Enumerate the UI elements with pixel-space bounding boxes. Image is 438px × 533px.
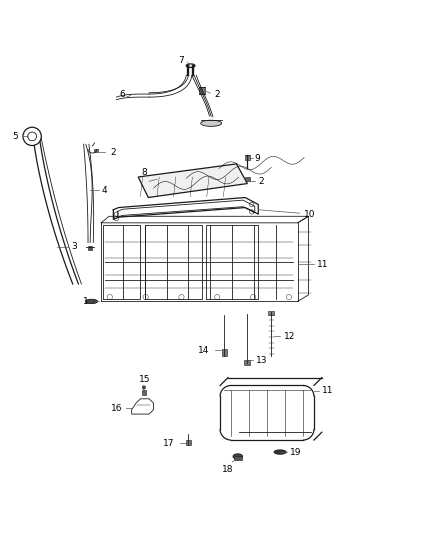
- Ellipse shape: [85, 299, 98, 304]
- Text: 19: 19: [290, 448, 301, 457]
- Bar: [245, 156, 250, 160]
- Polygon shape: [138, 164, 247, 198]
- Ellipse shape: [201, 120, 222, 126]
- Text: 3: 3: [71, 243, 77, 252]
- Text: 11: 11: [317, 260, 329, 269]
- Ellipse shape: [274, 450, 286, 454]
- Text: 13: 13: [256, 356, 268, 365]
- Bar: [199, 87, 205, 94]
- Bar: [142, 390, 146, 395]
- Text: 1: 1: [83, 297, 89, 306]
- Text: 15: 15: [139, 375, 151, 384]
- Text: 2: 2: [111, 148, 117, 157]
- Text: 5: 5: [12, 132, 18, 141]
- Text: 11: 11: [321, 386, 333, 395]
- Text: 9: 9: [255, 154, 261, 163]
- Circle shape: [142, 386, 146, 389]
- Text: 4: 4: [102, 185, 108, 195]
- Bar: [245, 177, 250, 181]
- Bar: [234, 456, 242, 461]
- Bar: [244, 360, 251, 365]
- Text: 8: 8: [141, 168, 147, 177]
- Text: 2: 2: [215, 91, 220, 100]
- Bar: [268, 311, 275, 316]
- Ellipse shape: [233, 454, 243, 459]
- Text: 10: 10: [304, 211, 316, 220]
- Text: 6: 6: [120, 90, 125, 99]
- Text: 17: 17: [163, 439, 174, 448]
- Bar: [222, 350, 227, 356]
- Text: 16: 16: [110, 404, 122, 413]
- Bar: [88, 246, 92, 251]
- Text: 2: 2: [258, 177, 264, 186]
- Text: 7: 7: [178, 56, 184, 65]
- Bar: [186, 440, 191, 445]
- Bar: [94, 149, 99, 152]
- Text: 14: 14: [198, 346, 209, 355]
- Text: 12: 12: [284, 332, 295, 341]
- Text: 18: 18: [222, 465, 233, 474]
